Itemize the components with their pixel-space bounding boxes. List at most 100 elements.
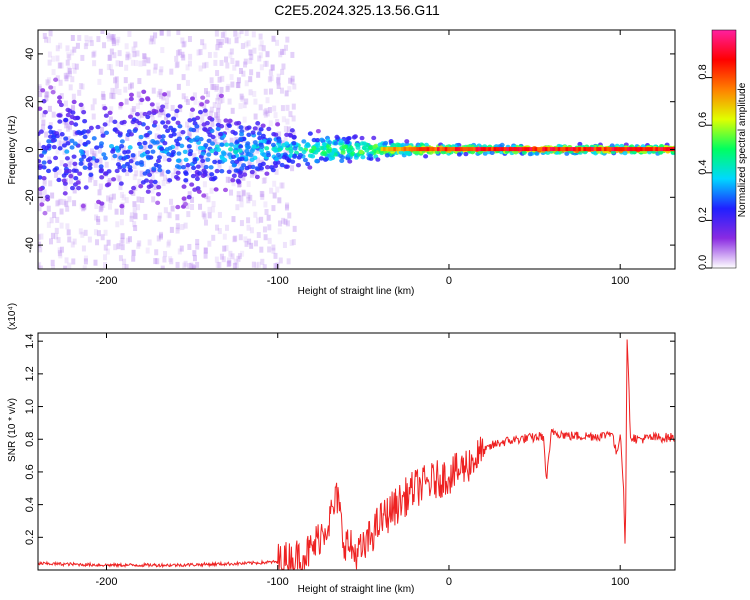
heatmap-cell: [57, 250, 62, 257]
heatmap-cell: [124, 43, 129, 50]
heatmap-cell: [153, 258, 158, 265]
heatmap-cell: [38, 197, 42, 204]
x-tick-label: -200: [95, 275, 117, 287]
heatmap-cell: [59, 222, 64, 229]
heatmap-cell: [632, 147, 636, 152]
heatmap-cell: [219, 142, 225, 147]
heatmap-cell: [44, 95, 49, 102]
heatmap-cell: [98, 183, 103, 190]
heatmap-cell: [47, 59, 52, 66]
heatmap-cell: [302, 157, 308, 163]
heatmap-cell: [42, 180, 47, 187]
heatmap-cell: [521, 150, 527, 155]
heatmap-cell: [246, 132, 252, 137]
heatmap-cell: [66, 66, 71, 73]
heatmap-cell: [447, 147, 451, 152]
heatmap-cell: [44, 194, 50, 200]
heatmap-cell: [147, 172, 153, 178]
heatmap-cell: [247, 238, 252, 245]
heatmap-cell: [41, 99, 47, 104]
heatmap-cell: [70, 76, 75, 83]
heatmap-cell: [133, 41, 138, 48]
heatmap-cell: [132, 174, 137, 181]
heatmap-cell: [259, 246, 264, 253]
heatmap-cell: [209, 128, 215, 134]
heatmap-cell: [122, 258, 127, 265]
heatmap-cell: [219, 59, 224, 66]
heatmap-cell: [215, 116, 220, 123]
heatmap-cell: [55, 148, 60, 155]
heatmap-cell: [138, 60, 143, 67]
heatmap-cell: [108, 54, 113, 61]
heatmap-cell: [281, 154, 287, 160]
heatmap-cell: [200, 158, 206, 164]
heatmap-cell: [142, 53, 147, 60]
heatmap-cell: [155, 102, 160, 109]
heatmap-cell: [195, 164, 201, 169]
heatmap-cell: [114, 168, 120, 174]
heatmap-cell: [70, 104, 75, 111]
heatmap-cell: [660, 147, 664, 152]
heatmap-cell: [115, 162, 121, 167]
heatmap-cell: [53, 155, 59, 161]
heatmap-cell: [230, 253, 235, 260]
heatmap-cell: [239, 195, 244, 202]
heatmap-cell: [248, 57, 253, 64]
heatmap-cell: [114, 76, 119, 83]
heatmap-cell: [271, 244, 276, 251]
heatmap-cell: [239, 156, 245, 162]
heatmap-cell: [241, 163, 247, 168]
heatmap-cell: [116, 243, 121, 250]
heatmap-cell: [176, 151, 182, 156]
heatmap-cell: [109, 143, 115, 149]
heatmap-cell: [200, 39, 205, 46]
heatmap-cell: [110, 69, 115, 76]
heatmap-cell: [103, 254, 108, 261]
heatmap-cell: [92, 98, 97, 105]
heatmap-cell: [224, 56, 229, 63]
heatmap-cell: [120, 233, 125, 240]
heatmap-cell: [55, 75, 60, 82]
heatmap-cell: [305, 161, 311, 167]
heatmap-cell: [413, 147, 417, 152]
heatmap-cell: [264, 208, 269, 215]
heatmap-cell: [175, 158, 181, 163]
heatmap-cell: [178, 130, 183, 137]
heatmap-cell: [41, 160, 47, 165]
heatmap-cell: [42, 178, 47, 185]
heatmap-cell: [121, 164, 127, 169]
heatmap-cell: [264, 60, 269, 67]
heatmap-cell: [134, 161, 140, 166]
heatmap-cell: [260, 193, 265, 200]
heatmap-cell: [380, 147, 384, 152]
heatmap-cell: [292, 83, 297, 90]
colorbar-ticks: 0.0 0.2 0.4 0.6 0.8: [697, 64, 712, 270]
snr-x-axis-title: Height of straight line (km): [298, 584, 415, 595]
heatmap-cell: [194, 124, 200, 129]
heatmap-cell: [411, 147, 415, 152]
heatmap-cell: [112, 153, 118, 159]
heatmap-cell: [184, 165, 189, 172]
heatmap-cell: [155, 258, 160, 265]
heatmap-cell: [109, 194, 114, 201]
heatmap-cell: [192, 92, 197, 99]
heatmap-cell: [47, 125, 53, 130]
heatmap-cell: [329, 151, 335, 156]
heatmap-cell: [146, 57, 151, 64]
heatmap-cell: [71, 93, 76, 100]
heatmap-cell: [197, 145, 203, 151]
heatmap-cell: [218, 98, 223, 105]
heatmap-cell: [265, 51, 270, 58]
heatmap-cell: [179, 245, 184, 252]
heatmap-cell: [182, 40, 187, 47]
heatmap-cell: [57, 99, 63, 105]
heatmap-cell: [270, 64, 275, 71]
heatmap-cell: [38, 188, 43, 195]
heatmap-cell: [98, 68, 103, 75]
heatmap-cell: [183, 222, 188, 229]
heatmap-cell: [69, 178, 74, 185]
heatmap-cell: [138, 150, 143, 157]
heatmap-cell: [231, 180, 236, 187]
heatmap-cell: [39, 233, 44, 240]
heatmap-cell: [465, 147, 469, 152]
